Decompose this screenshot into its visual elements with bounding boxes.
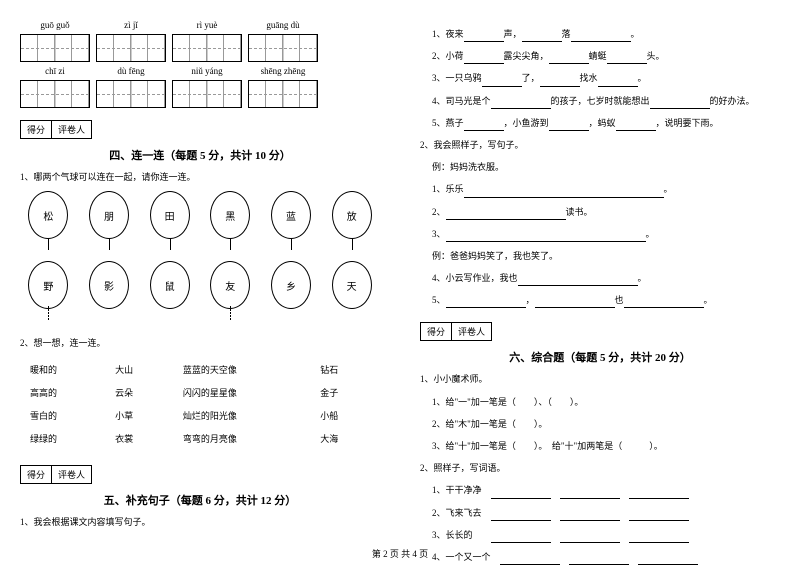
fill-blank-line: 1、干干净净 xyxy=(420,482,780,498)
match-cell: 钻石 xyxy=(312,359,378,380)
match-cell: 弯弯的月亮像 xyxy=(175,428,310,449)
reviewer-label: 评卷人 xyxy=(452,323,491,340)
fill-blank-line: 5、，也。 xyxy=(420,292,780,308)
section-5-title: 五、补充句子（每题 6 分，共计 12 分） xyxy=(20,492,380,508)
reviewer-label: 评卷人 xyxy=(52,121,91,138)
balloon: 影 xyxy=(89,261,129,309)
left-column: guō guǒ zì jǐ rì yuè guāng dù chī zi dù … xyxy=(20,20,380,571)
match-cell: 闪闪的星星像 xyxy=(175,382,310,403)
writing-grid xyxy=(96,34,166,62)
score-label: 得分 xyxy=(21,466,52,483)
example-text: 例：妈妈洗衣服。 xyxy=(420,159,780,175)
score-label: 得分 xyxy=(421,323,452,340)
fill-blank-line: 3、一只乌鸦了，找水。 xyxy=(420,70,780,86)
question-text: 1、哪两个气球可以连在一起，请你连一连。 xyxy=(20,169,380,185)
right-column: 1、夜来声，落。 2、小荷露尖尖角，蜻蜓头。 3、一只乌鸦了，找水。 4、司马光… xyxy=(420,20,780,571)
score-box: 得分 评卷人 xyxy=(20,465,92,484)
balloon: 鼠 xyxy=(150,261,190,309)
section-6-title: 六、综合题（每题 5 分，共计 20 分） xyxy=(420,349,780,365)
sub-item: 1、给"一"加一笔是（ ）、（ ）。 xyxy=(420,394,780,410)
fill-blank-line: 4、小云写作业，我也。 xyxy=(420,270,780,286)
writing-grid xyxy=(248,80,318,108)
writing-grid xyxy=(20,34,90,62)
fill-blank-line: 4、一个又一个 xyxy=(420,549,780,565)
score-box: 得分 评卷人 xyxy=(20,120,92,139)
table-row: 雪白的小草灿烂的阳光像小船 xyxy=(22,405,378,426)
balloon: 天 xyxy=(332,261,372,309)
writing-grid xyxy=(96,80,166,108)
reviewer-label: 评卷人 xyxy=(52,466,91,483)
match-cell: 大山 xyxy=(107,359,173,380)
balloon: 蓝 xyxy=(271,191,311,239)
pinyin-label: zì jǐ xyxy=(96,20,166,30)
balloon: 黑 xyxy=(210,191,250,239)
balloon: 友 xyxy=(210,261,250,309)
pinyin-label: guāng dù xyxy=(248,20,318,30)
score-label: 得分 xyxy=(21,121,52,138)
balloon: 松 xyxy=(28,191,68,239)
fill-blank-line: 1、夜来声，落。 xyxy=(420,26,780,42)
fill-blank-line: 5、燕子，小鱼游到，蚂蚁，说明要下雨。 xyxy=(420,115,780,131)
score-box: 得分 评卷人 xyxy=(420,322,492,341)
question-text: 1、我会根据课文内容填写句子。 xyxy=(20,514,380,530)
pinyin-label: shēng zhēng xyxy=(248,66,318,76)
balloon: 田 xyxy=(150,191,190,239)
match-cell: 灿烂的阳光像 xyxy=(175,405,310,426)
writing-grid xyxy=(20,80,90,108)
match-cell: 小草 xyxy=(107,405,173,426)
fill-blank-line: 2、飞来飞去 xyxy=(420,505,780,521)
question-text: 1、小小魔术师。 xyxy=(420,371,780,387)
table-row: 绿绿的衣裳弯弯的月亮像大海 xyxy=(22,428,378,449)
fill-blank-line: 1、乐乐。 xyxy=(420,181,780,197)
fill-blank-line: 3、。 xyxy=(420,226,780,242)
match-cell: 暖和的 xyxy=(22,359,105,380)
match-cell: 金子 xyxy=(312,382,378,403)
writing-grid xyxy=(172,34,242,62)
example-text: 例：爸爸妈妈笑了，我也笑了。 xyxy=(420,248,780,264)
balloon: 野 xyxy=(28,261,68,309)
balloon: 乡 xyxy=(271,261,311,309)
fill-blank-line: 2、读书。 xyxy=(420,204,780,220)
match-cell: 高高的 xyxy=(22,382,105,403)
question-text: 2、照样子，写词语。 xyxy=(420,460,780,476)
match-cell: 小船 xyxy=(312,405,378,426)
page-footer: 第 2 页 共 4 页 xyxy=(372,547,428,560)
fill-blank-line: 4、司马光是个的孩子，七岁时就能想出的好办法。 xyxy=(420,93,780,109)
balloon: 朋 xyxy=(89,191,129,239)
pinyin-label: guō guǒ xyxy=(20,20,90,30)
sub-item: 2、给"木"加一笔是（ ）。 xyxy=(420,416,780,432)
fill-blank-line: 2、小荷露尖尖角，蜻蜓头。 xyxy=(420,48,780,64)
question-text: 2、我会照样子，写句子。 xyxy=(420,137,780,153)
balloon-row-top: 松 朋 田 黑 蓝 放 xyxy=(20,191,380,239)
section-4-title: 四、连一连（每题 5 分，共计 10 分） xyxy=(20,147,380,163)
match-cell: 绿绿的 xyxy=(22,428,105,449)
fill-blank-line: 3、长长的 xyxy=(420,527,780,543)
pinyin-label: dù fēng xyxy=(96,66,166,76)
match-cell: 蓝蓝的天空像 xyxy=(175,359,310,380)
match-cell: 云朵 xyxy=(107,382,173,403)
match-cell: 衣裳 xyxy=(107,428,173,449)
table-row: 暖和的大山蓝蓝的天空像钻石 xyxy=(22,359,378,380)
pinyin-label: niǔ yáng xyxy=(172,66,242,76)
grid-row xyxy=(20,34,380,62)
match-cell: 大海 xyxy=(312,428,378,449)
matching-table: 暖和的大山蓝蓝的天空像钻石 高高的云朵闪闪的星星像金子 雪白的小草灿烂的阳光像小… xyxy=(20,357,380,451)
table-row: 高高的云朵闪闪的星星像金子 xyxy=(22,382,378,403)
pinyin-row-2: chī zi dù fēng niǔ yáng shēng zhēng xyxy=(20,66,380,76)
pinyin-row-1: guō guǒ zì jǐ rì yuè guāng dù xyxy=(20,20,380,30)
sub-item: 3、给"十"加一笔是（ ）。 给"十"加两笔是（ ）。 xyxy=(420,438,780,454)
match-cell: 雪白的 xyxy=(22,405,105,426)
grid-row xyxy=(20,80,380,108)
question-text: 2、想一想，连一连。 xyxy=(20,335,380,351)
writing-grid xyxy=(172,80,242,108)
writing-grid xyxy=(248,34,318,62)
pinyin-label: chī zi xyxy=(20,66,90,76)
pinyin-label: rì yuè xyxy=(172,20,242,30)
balloon-row-bottom: 野 影 鼠 友 乡 天 xyxy=(20,261,380,309)
balloon: 放 xyxy=(332,191,372,239)
